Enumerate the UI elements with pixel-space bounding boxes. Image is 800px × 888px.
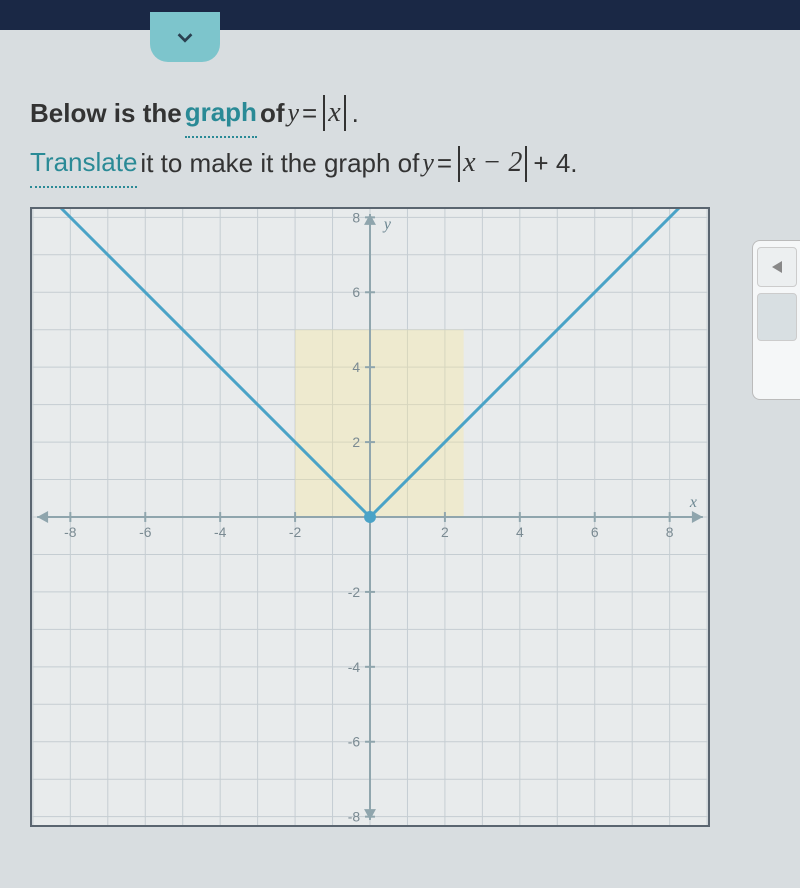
abs-bar-right-icon [344,95,346,131]
question-line-1: Below is the graph of y = x . [30,88,770,138]
svg-text:-8: -8 [64,524,77,540]
arrow-left-icon [772,261,782,273]
svg-text:x: x [689,494,697,511]
dropdown-tab[interactable] [150,12,220,62]
svg-text:2: 2 [441,524,449,540]
q2-equals: = [437,140,452,187]
svg-text:2: 2 [352,434,360,450]
tool-arrow-button[interactable] [757,247,797,287]
q1-abs-inner: x [328,88,340,138]
graph-container[interactable]: y x -8 -6 -4 -2 2 4 6 8 -8 -6 -4 -2 2 4 6 8 [30,207,710,827]
svg-text:8: 8 [352,209,360,225]
question-text: Below is the graph of y = x . Translate … [30,88,770,189]
graph-svg: y x -8 -6 -4 -2 2 4 6 8 -8 -6 -4 -2 2 4 6 8 [32,209,708,825]
q1-abs: x [320,88,348,138]
highlight-layer [295,329,464,516]
chevron-down-icon [174,26,196,48]
q2-abs-inner: x − 2 [463,138,522,188]
q2-tail: + 4. [533,140,577,187]
svg-text:-6: -6 [348,733,361,749]
svg-text:-6: -6 [139,524,152,540]
graph-link[interactable]: graph [185,89,257,138]
svg-text:8: 8 [666,524,674,540]
svg-text:-4: -4 [348,659,361,675]
q2-mid: it to make it the graph of [140,140,419,187]
svg-text:4: 4 [352,359,360,375]
svg-text:6: 6 [591,524,599,540]
translate-link[interactable]: Translate [30,139,137,188]
abs-bar-left-icon [323,95,325,131]
q1-mid: of [260,90,285,137]
q1-equals: = [302,90,317,137]
question-line-2: Translate it to make it the graph of y =… [30,138,770,188]
svg-text:6: 6 [352,284,360,300]
q1-lhs: y [287,90,299,137]
svg-text:-4: -4 [214,524,227,540]
abs-bar-left-icon [458,146,460,182]
svg-text:y: y [382,216,392,233]
svg-text:-2: -2 [289,524,302,540]
tool-button-2[interactable] [757,293,797,341]
app-header-bar [0,0,800,30]
q2-abs: x − 2 [455,138,530,188]
q1-prefix: Below is the [30,90,182,137]
svg-text:-2: -2 [348,584,361,600]
q2-lhs: y [422,140,434,187]
svg-text:-8: -8 [348,808,361,824]
abs-bar-right-icon [525,146,527,182]
q1-suffix: . [352,90,359,137]
content-area: Below is the graph of y = x . Translate … [0,30,800,847]
side-toolbar [752,240,800,400]
svg-text:4: 4 [516,524,524,540]
